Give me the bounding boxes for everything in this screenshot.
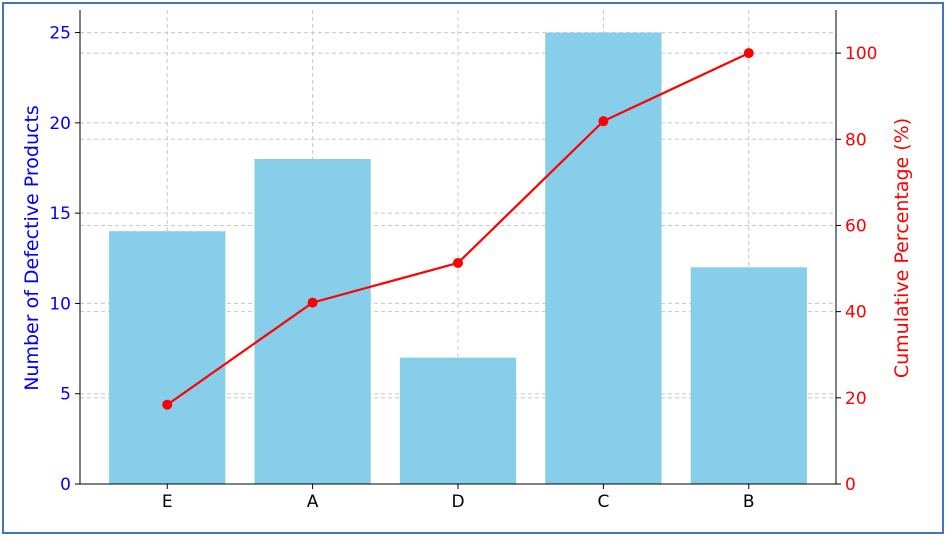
bar-D xyxy=(399,357,517,484)
bar-A xyxy=(254,158,371,484)
x-tick-label-E: E xyxy=(162,492,173,512)
x-tick-label-A: A xyxy=(307,492,319,512)
y-axis-title-right: Cumulative Percentage (%) xyxy=(891,118,913,378)
y-tick-label-left-4: 20 xyxy=(49,114,71,134)
x-tick-label-B: B xyxy=(743,492,755,512)
y-tick-label-right-3: 60 xyxy=(845,216,867,236)
y-tick-label-left-0: 0 xyxy=(60,475,71,495)
y-axis-title-left: Number of Defective Products xyxy=(21,105,43,391)
y-tick-label-right-2: 40 xyxy=(845,303,867,323)
y-tick-label-left-1: 5 xyxy=(60,385,71,405)
bar-E xyxy=(109,231,226,484)
y-tick-label-left-3: 15 xyxy=(49,204,71,224)
x-tick-label-D: D xyxy=(451,492,464,512)
y-tick-label-left-5: 25 xyxy=(49,24,71,44)
bar-C xyxy=(545,32,662,484)
y-tick-label-right-0: 0 xyxy=(845,475,856,495)
bar-series xyxy=(109,32,807,484)
tick-labels: 0 5 10 15 20 25 0 20 40 60 80 100 E A D C B xyxy=(49,24,877,512)
cumulative-point-B xyxy=(743,48,754,59)
bar-B xyxy=(690,267,807,484)
x-tick-label-C: C xyxy=(597,492,609,512)
cumulative-point-E xyxy=(162,399,173,410)
cumulative-point-D xyxy=(453,257,463,268)
cumulative-point-C xyxy=(598,116,609,127)
cumulative-line-series xyxy=(162,48,754,410)
cumulative-point-A xyxy=(307,297,318,308)
y-tick-label-right-4: 80 xyxy=(845,130,867,150)
y-tick-label-right-1: 20 xyxy=(845,389,867,409)
y-tick-label-left-2: 10 xyxy=(49,294,71,314)
y-tick-label-right-5: 100 xyxy=(845,44,877,64)
